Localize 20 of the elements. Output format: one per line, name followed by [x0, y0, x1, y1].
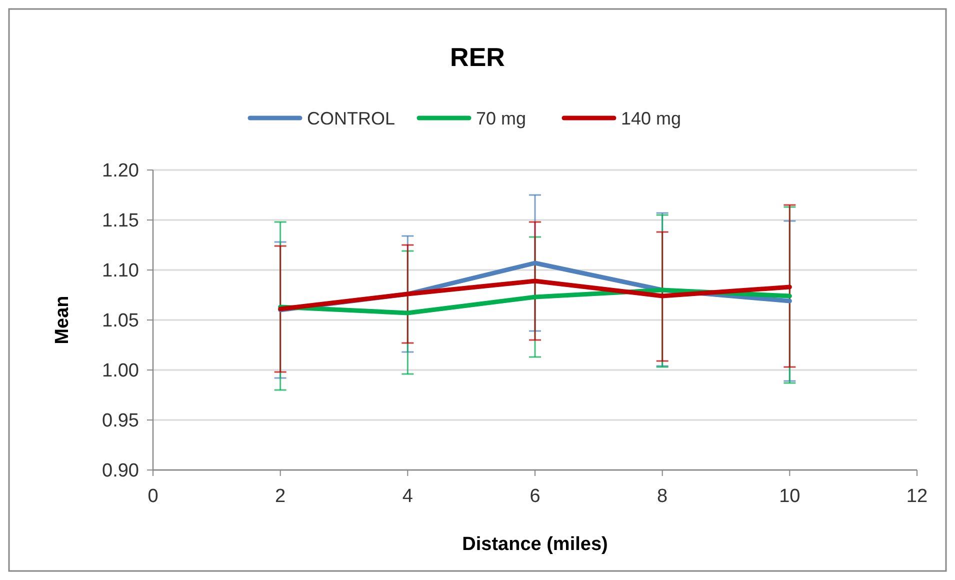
y-tick-label: 1.10 — [102, 260, 139, 282]
y-tick-label: 0.95 — [102, 410, 139, 432]
legend-label: 140 mg — [621, 108, 682, 128]
x-tick-label: 2 — [275, 486, 286, 507]
x-tick-label: 8 — [657, 486, 668, 507]
y-tick-label: 1.15 — [102, 210, 139, 232]
x-tick-label: 10 — [779, 486, 800, 507]
legend-label: CONTROL — [307, 108, 396, 128]
x-tick-label: 12 — [906, 486, 928, 507]
y-tick-label: 1.00 — [102, 360, 139, 382]
y-tick-label: 0.90 — [102, 460, 139, 482]
y-axis-title: Mean — [52, 296, 73, 344]
y-tick-label: 1.05 — [102, 310, 139, 332]
x-tick-label: 0 — [148, 486, 158, 507]
y-tick-label: 1.20 — [102, 160, 139, 182]
x-axis-title: Distance (miles) — [462, 534, 608, 555]
x-tick-label: 6 — [530, 486, 540, 507]
chart-title: RER — [450, 42, 506, 72]
x-tick-label: 4 — [402, 486, 414, 507]
legend-label: 70 mg — [476, 108, 526, 128]
